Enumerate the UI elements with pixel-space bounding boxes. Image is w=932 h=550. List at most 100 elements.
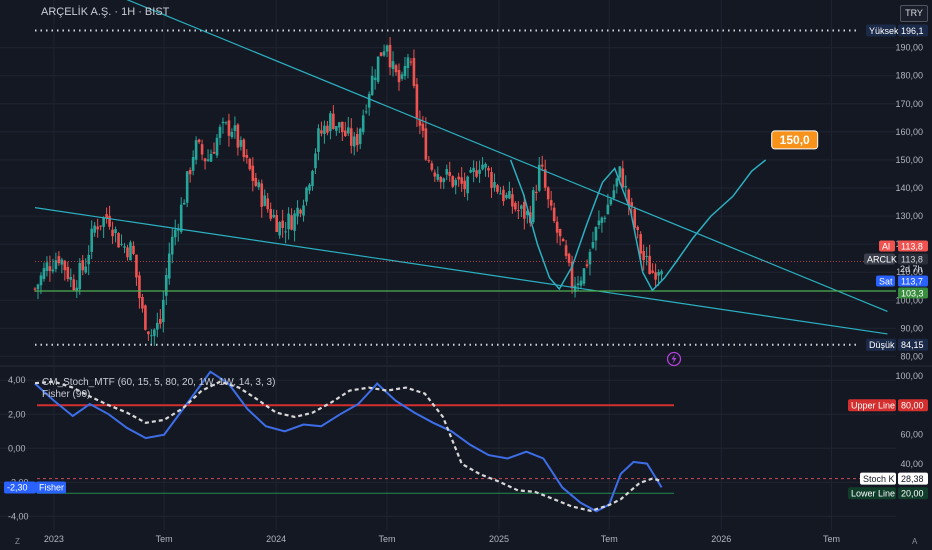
low-marker-value-bg [898, 338, 928, 351]
candle-body [266, 198, 270, 210]
low-marker-label-bg [866, 338, 896, 351]
candle-body [93, 225, 96, 233]
lower-line-label-bg [848, 487, 896, 500]
candle-body [200, 144, 204, 155]
candle-body [66, 266, 70, 279]
projection-target-label: 150,0 [780, 133, 810, 147]
fisher-line[interactable] [34, 370, 663, 513]
time-tick-label: 2026 [711, 534, 731, 544]
candle-body [296, 207, 299, 217]
currency-selector[interactable]: TRY [900, 5, 928, 22]
candle-body [138, 275, 141, 299]
candle-body [621, 168, 625, 188]
candle-body [540, 164, 544, 167]
last-symbol-label-bg [864, 253, 895, 265]
candle-body [570, 261, 574, 289]
corner-label-left[interactable]: Z [15, 537, 20, 546]
candle-body [170, 236, 174, 255]
lightning-icon[interactable] [666, 351, 682, 367]
candle-body [54, 260, 58, 270]
trendline[interactable] [114, 0, 888, 313]
candle-body [221, 121, 225, 124]
candle-body [164, 274, 168, 296]
candle-body [624, 185, 628, 188]
candle-body [630, 202, 634, 207]
fisher-label: Fisher [39, 483, 64, 493]
candle-body [332, 113, 335, 129]
candle-body [257, 182, 261, 188]
candle-body [218, 126, 222, 138]
candle-body [102, 217, 105, 227]
lower-line-value: 20,00 [901, 489, 924, 499]
candle-body [558, 228, 562, 237]
bid-value: 113,8 [901, 241, 923, 251]
ask-label: Sat [879, 276, 893, 286]
candle-body [263, 195, 267, 206]
indicator-title[interactable]: CM_Stoch_MTF (60, 15, 5, 80, 20, 1W, 1W,… [42, 377, 276, 388]
candle-body [537, 164, 541, 191]
candle-body [660, 271, 663, 275]
candle-body [173, 229, 177, 238]
candle-body [346, 127, 350, 134]
candle-body [245, 155, 249, 158]
candle-body [409, 61, 413, 63]
candle-body [305, 187, 308, 202]
candle-body [191, 157, 195, 171]
candle-body [167, 253, 171, 279]
projection-path[interactable] [509, 159, 767, 292]
candle-body [508, 190, 511, 199]
candle-body [484, 163, 487, 168]
candle-body [454, 179, 457, 186]
price-tick-label: 80,00 [900, 351, 923, 361]
ask-value-bg [898, 275, 928, 287]
candle-body [364, 111, 368, 113]
candle-body [451, 176, 455, 187]
indicator-left-tick: 2,00 [8, 409, 26, 419]
price-tick-label: 150,00 [895, 155, 923, 165]
candle-body [633, 209, 637, 228]
candle-body [144, 305, 147, 330]
bar-countdown: 2d 7h [900, 264, 923, 274]
last-symbol-label: ARCLK [867, 254, 897, 264]
candle-body [57, 256, 61, 264]
indicator-left-tick: 4,00 [8, 375, 26, 385]
candle-body [239, 140, 243, 147]
candle-body [418, 119, 422, 126]
candle-body [141, 296, 144, 309]
upper-line-label: Upper Line [851, 401, 895, 411]
candle-body [436, 174, 440, 180]
candle-body [517, 210, 520, 212]
candle-body [39, 275, 43, 286]
candle-body [230, 131, 234, 138]
candle-body [594, 226, 598, 241]
candle-body [481, 164, 484, 170]
price-tick-label: 190,00 [895, 43, 923, 53]
candle-body [397, 69, 401, 83]
candle-body [514, 202, 517, 210]
candle-body [430, 163, 434, 170]
stoch-k-value-bg [898, 472, 928, 485]
candle-body [78, 263, 82, 290]
candle-body [75, 287, 79, 291]
time-tick-label: 2024 [266, 534, 286, 544]
candle-body [179, 204, 183, 232]
candle-body [242, 139, 246, 158]
candle-body [272, 214, 275, 218]
stoch-k-label: Stoch K [863, 474, 895, 484]
indicator-right-tick: 40,00 [900, 459, 923, 469]
time-tick-label: Tem [601, 534, 618, 544]
corner-label-right[interactable]: A [912, 537, 918, 546]
trendline[interactable] [34, 207, 888, 335]
candles [33, 37, 663, 346]
candle-body [379, 52, 383, 57]
candle-body [439, 177, 443, 183]
projection-target-badge[interactable] [771, 130, 819, 150]
candle-body [355, 133, 359, 146]
candle-body [442, 178, 446, 183]
stoch-k-line[interactable] [34, 380, 662, 513]
candle-body [403, 65, 407, 77]
price-tick-label: 170,00 [895, 99, 923, 109]
time-tick-label: Tem [378, 534, 395, 544]
candle-body [278, 222, 281, 236]
